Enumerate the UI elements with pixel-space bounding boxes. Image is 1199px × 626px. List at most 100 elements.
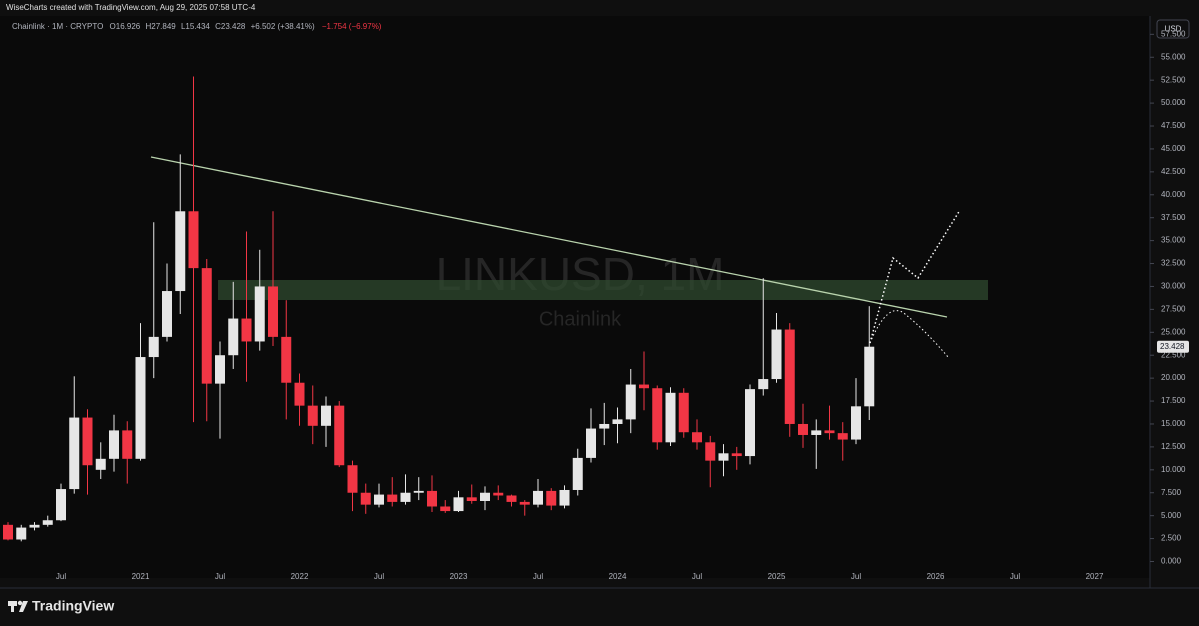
candle-body	[201, 268, 212, 384]
candle-body	[652, 388, 663, 443]
candle-body	[413, 490, 424, 493]
candle-body	[824, 430, 835, 434]
candle-body	[374, 494, 384, 505]
candle-body	[175, 211, 186, 292]
candle-body	[705, 442, 716, 461]
candle-body	[109, 430, 119, 459]
x-tick-label: Jul	[851, 572, 861, 581]
candle-body	[586, 428, 596, 458]
candle-body	[254, 286, 265, 342]
ohlc: L15.434	[181, 22, 210, 31]
y-tick-label: 50.000	[1161, 98, 1186, 107]
ohlc: C23.428	[215, 22, 246, 31]
y-tick-label: 42.500	[1161, 167, 1186, 176]
y-tick-label: 25.000	[1161, 327, 1186, 336]
candle-body	[599, 423, 610, 429]
candle-body	[572, 457, 583, 490]
candle-body	[625, 384, 636, 420]
candle-body	[281, 336, 292, 383]
y-tick-label: 15.000	[1161, 419, 1186, 428]
candle-body	[29, 524, 40, 528]
candle-body	[864, 346, 875, 407]
legend: Chainlink · 1M · CRYPTO O16.926 H27.849 …	[12, 22, 382, 31]
candle-body	[122, 430, 133, 459]
resistance-zone	[218, 280, 988, 300]
candle-body	[268, 286, 278, 337]
candle-body	[427, 490, 437, 507]
y-tick-label: 5.000	[1161, 511, 1182, 520]
candle-body	[228, 318, 239, 356]
candle-body	[188, 211, 199, 269]
x-tick-label: 2024	[609, 572, 627, 581]
candle-body	[294, 382, 305, 406]
last-price-box	[1157, 340, 1189, 353]
candle-body	[360, 492, 371, 505]
candle-body	[241, 318, 252, 342]
candle-body	[347, 465, 358, 493]
currency: USD	[1165, 25, 1182, 34]
y-tick-label: 20.000	[1161, 373, 1186, 382]
x-tick-label: Jul	[215, 572, 225, 581]
y-tick-label: 27.500	[1161, 304, 1186, 313]
x-tick-label: 2026	[927, 572, 945, 581]
y-tick-label: 52.500	[1161, 75, 1186, 84]
x-tick-label: 2022	[291, 572, 309, 581]
candle-body	[506, 495, 517, 502]
y-tick-label: 37.500	[1161, 213, 1186, 222]
y-tick-label: 17.500	[1161, 396, 1186, 405]
y-tick-label: 57.500	[1161, 29, 1186, 38]
candle-body	[321, 405, 331, 426]
candle-body	[731, 453, 742, 457]
currency-box[interactable]	[1156, 19, 1190, 39]
candle-body	[837, 433, 848, 440]
candle-body	[612, 419, 623, 424]
logo[interactable]: TradingView	[32, 598, 114, 614]
candle-body	[3, 524, 13, 540]
y-tick-label: 0.000	[1161, 557, 1182, 566]
candle-body	[135, 357, 146, 459]
y-tick-label: 35.000	[1161, 236, 1186, 245]
candle-body	[811, 430, 822, 435]
x-tick-label: Jul	[56, 572, 66, 581]
candle-body	[665, 392, 676, 443]
candle-body	[334, 405, 345, 466]
footer	[0, 589, 1199, 626]
candle-body	[692, 432, 702, 443]
candle-body	[546, 490, 557, 506]
candle-body	[440, 506, 451, 512]
y-tick-label: 45.000	[1161, 144, 1186, 153]
candle-body	[82, 417, 93, 466]
y-tick-label: 55.000	[1161, 52, 1186, 61]
watermark-name: Chainlink	[539, 308, 622, 330]
candle-body	[784, 329, 795, 424]
candle-body	[16, 527, 27, 540]
change-after: −1.754 (−6.97%)	[322, 22, 382, 31]
x-tick-label: 2021	[132, 572, 150, 581]
candle-body	[162, 291, 172, 337]
y-tick-label: 40.000	[1161, 190, 1186, 199]
candle-body	[387, 494, 398, 502]
candle-body	[148, 336, 159, 358]
candles	[3, 76, 875, 542]
candle-body	[400, 492, 411, 502]
y-tick-label: 10.000	[1161, 465, 1186, 474]
candle-body	[69, 417, 80, 490]
ohlc: H27.849	[145, 22, 176, 31]
candle-body	[215, 355, 225, 384]
candle-body	[798, 423, 808, 435]
candle-body	[453, 497, 464, 512]
y-tick-label: 2.500	[1161, 534, 1182, 543]
candle-body	[493, 492, 504, 496]
y-tick-label: 7.500	[1161, 488, 1182, 497]
x-tick-label: 2025	[768, 572, 786, 581]
candle-body	[42, 520, 53, 525]
projection-down	[869, 310, 949, 358]
candle-body	[307, 405, 318, 426]
candle-body	[639, 384, 649, 389]
candle-body	[718, 453, 729, 461]
y-tick-label: 47.500	[1161, 121, 1186, 130]
candle-body	[745, 389, 755, 457]
y-tick-label: 32.500	[1161, 259, 1186, 268]
candle-body	[758, 379, 769, 390]
